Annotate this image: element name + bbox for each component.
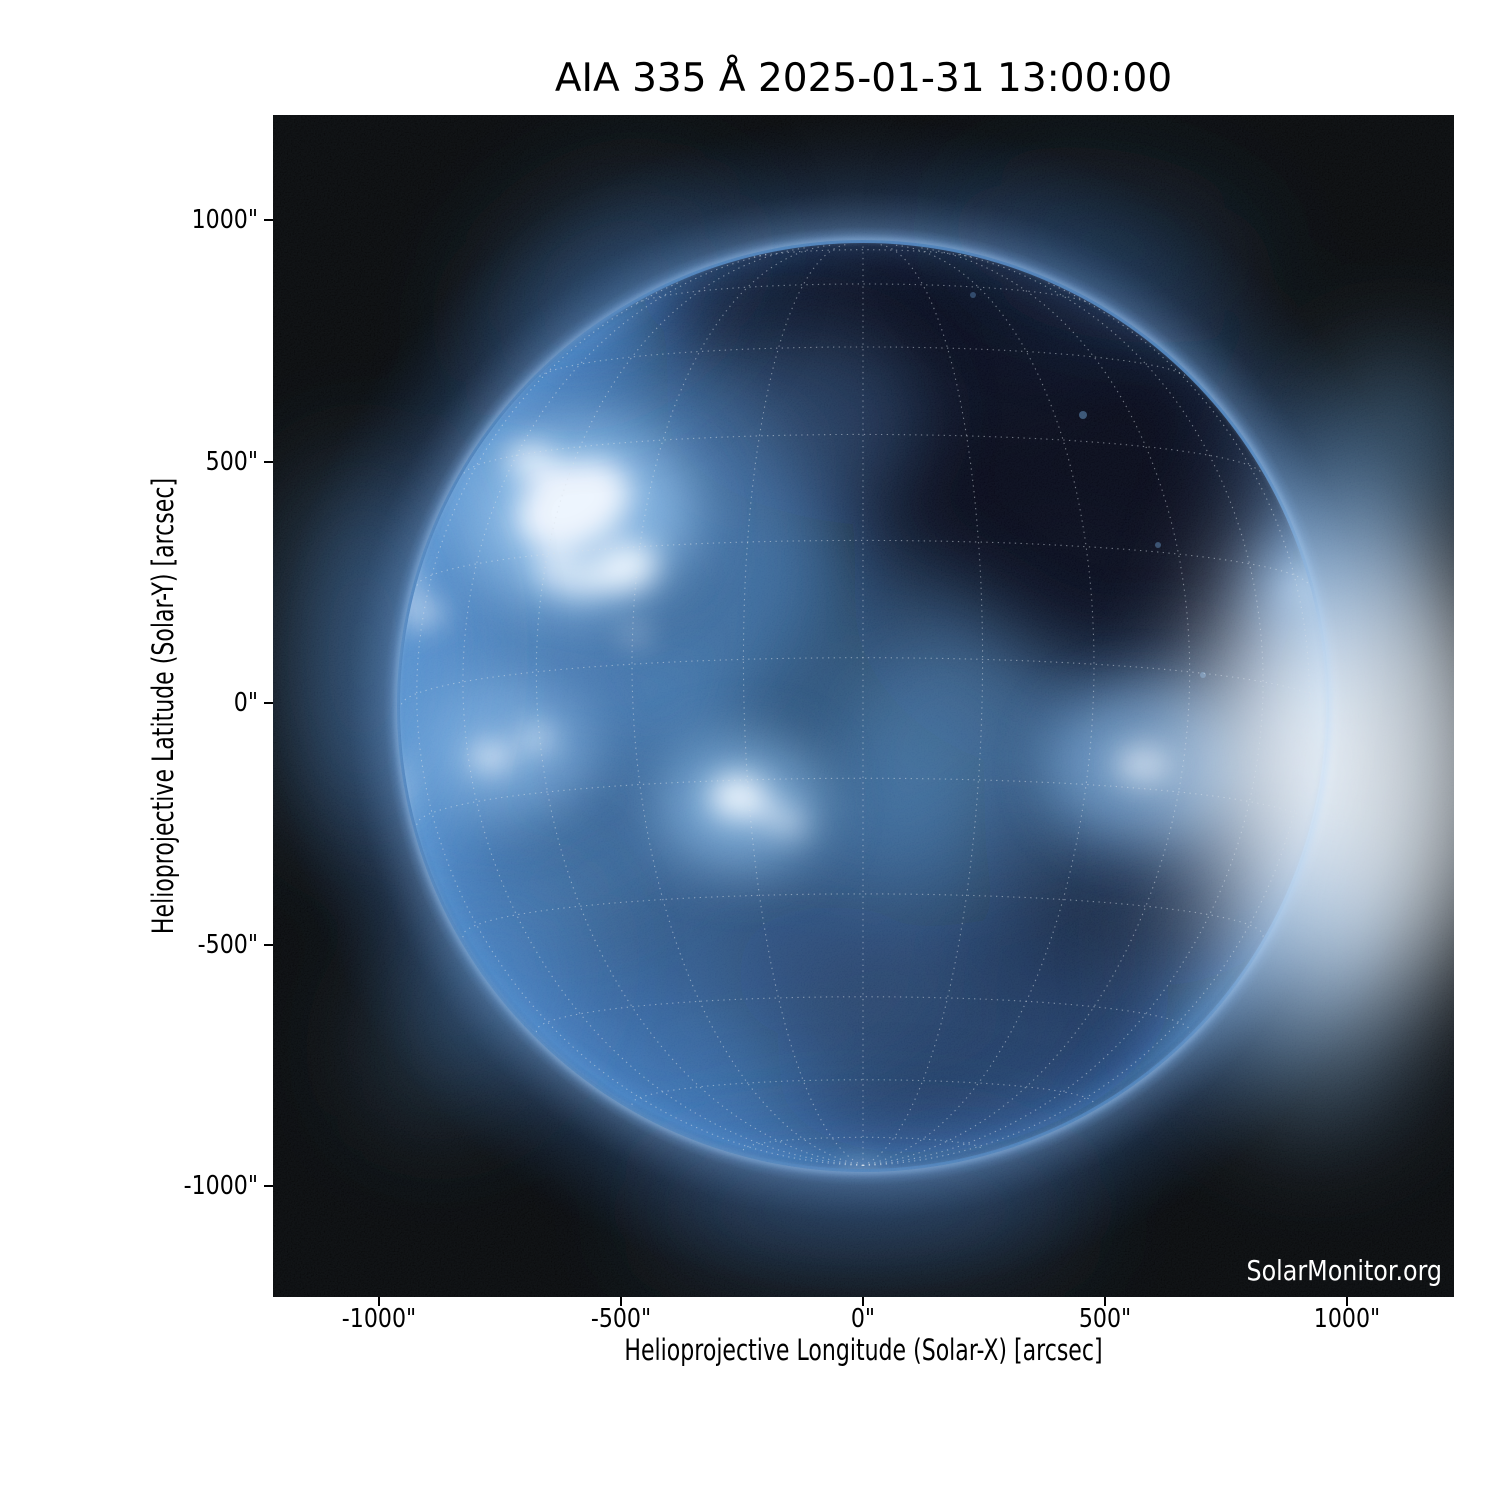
y-tick-label: 500" [205,447,258,477]
plot-title: AIA 335 Å 2025-01-31 13:00:00 [554,56,1173,101]
x-tick-label: 0" [850,1304,876,1334]
x-axis-label: Helioprojective Longitude (Solar-X) [arc… [624,1333,1103,1367]
y-tick-label: 0" [233,688,258,718]
x-axis-tick [862,1297,864,1306]
x-axis-tick [1104,1297,1106,1306]
x-axis-tick [620,1297,622,1306]
y-axis-tick [264,219,273,221]
image-grain [273,115,1454,1297]
x-tick-label: -1000" [341,1304,417,1334]
x-tick-label: 1000" [1313,1304,1381,1334]
plot-area: SolarMonitor.org [273,115,1454,1297]
x-tick-label: -500" [590,1304,652,1334]
x-tick-label: 500" [1078,1304,1132,1334]
y-tick-label: -500" [197,930,258,960]
y-tick-label: 1000" [191,205,258,235]
y-axis-label: Helioprojective Latitude (Solar-Y) [arcs… [146,477,180,935]
solar-image-aia-335 [273,115,1454,1297]
x-axis-tick [378,1297,380,1306]
y-axis-tick [264,1185,273,1187]
y-axis-tick [264,702,273,704]
watermark: SolarMonitor.org [1246,1254,1442,1287]
y-tick-label: -1000" [183,1171,258,1201]
x-axis-tick [1346,1297,1348,1306]
y-axis-tick [264,461,273,463]
y-axis-tick [264,944,273,946]
